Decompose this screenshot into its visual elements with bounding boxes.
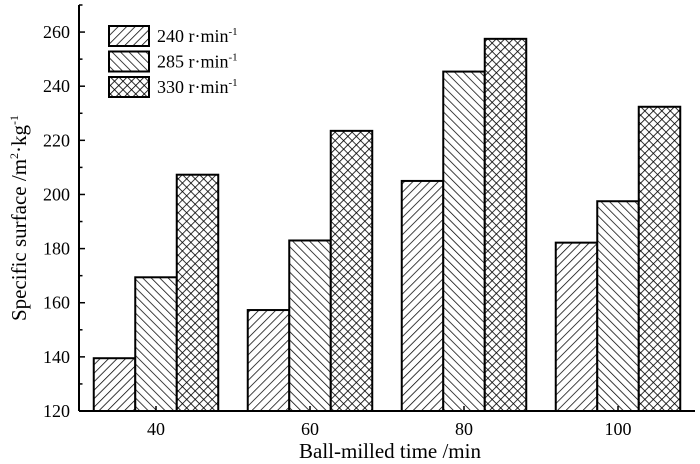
bar-80-series-1 — [442, 70, 486, 412]
y-tick-label: 140 — [43, 347, 70, 367]
legend-label-sup: -1 — [229, 26, 238, 38]
y-tick-label: 180 — [43, 239, 70, 259]
y-tick-label: 160 — [43, 293, 70, 313]
bar-60-series-1 — [288, 239, 332, 412]
legend-swatch-1 — [108, 50, 150, 73]
legend-label-text: 330 r·min — [157, 77, 229, 97]
x-tick-label: 40 — [147, 419, 165, 439]
legend-label-text: 240 r·min — [157, 26, 229, 46]
x-tick-label: 80 — [455, 419, 473, 439]
legend-label-sup: -1 — [229, 52, 238, 64]
bar-40-series-2 — [175, 173, 220, 412]
bar-40-series-1 — [134, 276, 178, 413]
y-axis-label: Specific surface /m2·kg-1 — [7, 115, 31, 321]
legend-swatch-2 — [108, 76, 150, 98]
bar-80-series-2 — [483, 37, 528, 412]
bar-80-series-0 — [400, 179, 445, 412]
x-tick-label: 60 — [301, 419, 319, 439]
x-tick-label: 100 — [605, 419, 632, 439]
bar-40-series-0 — [92, 357, 137, 412]
legend-label-text: 285 r·min — [157, 52, 229, 72]
y-tick-label: 220 — [43, 130, 70, 150]
bar-100-series-2 — [637, 105, 682, 413]
bars-layer — [92, 37, 682, 413]
y-tick-label: 260 — [43, 22, 70, 42]
legend-label-0: 240 r·min-1 — [157, 26, 238, 46]
legend-label-sup: -1 — [229, 77, 238, 89]
y-tick-label: 240 — [43, 76, 70, 96]
bar-60-series-2 — [329, 129, 374, 413]
legend-swatch-0 — [108, 25, 150, 47]
y-tick-label: 200 — [43, 184, 70, 204]
axes-layer: 40 60 80 100 120 140 160 180 200 220 240 260 — [43, 4, 695, 439]
bar-60-series-0 — [246, 309, 291, 412]
y-tick-label: 120 — [43, 401, 70, 421]
x-axis-label: Ball-milled time /min — [299, 439, 481, 463]
legend-label-1: 285 r·min-1 — [157, 52, 238, 72]
bar-100-series-1 — [596, 200, 640, 412]
legend-label-2: 330 r·min-1 — [157, 77, 238, 97]
bar-100-series-0 — [554, 241, 599, 412]
